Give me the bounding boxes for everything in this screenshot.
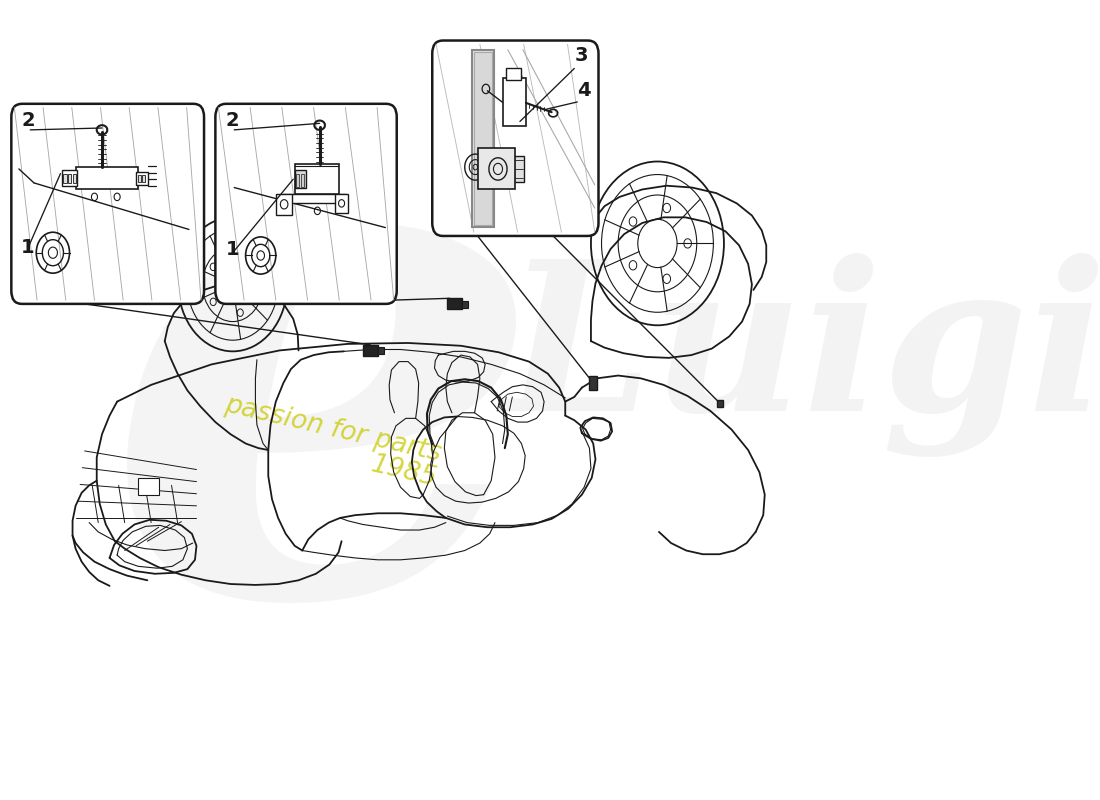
Text: 1985: 1985 [368, 451, 440, 492]
FancyBboxPatch shape [11, 104, 204, 304]
Text: e: e [104, 66, 546, 738]
Text: Luigi: Luigi [506, 253, 1100, 457]
Bar [448, 298, 462, 310]
Bar [717, 400, 723, 407]
FancyBboxPatch shape [216, 104, 397, 304]
Bar [295, 170, 306, 189]
Bar [504, 78, 526, 126]
Bar [472, 50, 494, 226]
Text: 1: 1 [226, 241, 240, 259]
Bar [64, 174, 66, 183]
Bar [276, 194, 293, 214]
Bar [295, 164, 339, 194]
Bar [68, 174, 72, 183]
Bar [363, 345, 377, 356]
Text: 2: 2 [226, 111, 240, 130]
Bar [334, 194, 349, 213]
Bar [282, 194, 346, 203]
Text: 4: 4 [578, 82, 591, 100]
Bar [514, 156, 525, 182]
Bar [300, 174, 304, 186]
Bar [62, 170, 77, 186]
Bar [73, 174, 76, 183]
FancyBboxPatch shape [432, 41, 598, 236]
Bar [142, 174, 145, 182]
Bar [590, 377, 597, 390]
Bar [138, 174, 141, 182]
Text: 1: 1 [21, 238, 34, 257]
Bar [136, 172, 149, 185]
Bar [139, 478, 159, 494]
Bar [474, 52, 492, 225]
Text: 3: 3 [574, 46, 587, 65]
Bar [296, 174, 299, 186]
Bar [477, 149, 516, 190]
Bar [76, 167, 138, 190]
Bar [377, 346, 384, 354]
Text: passion for parts: passion for parts [222, 392, 443, 467]
Bar [506, 69, 521, 80]
Bar [462, 301, 468, 308]
Text: 2: 2 [22, 111, 35, 130]
